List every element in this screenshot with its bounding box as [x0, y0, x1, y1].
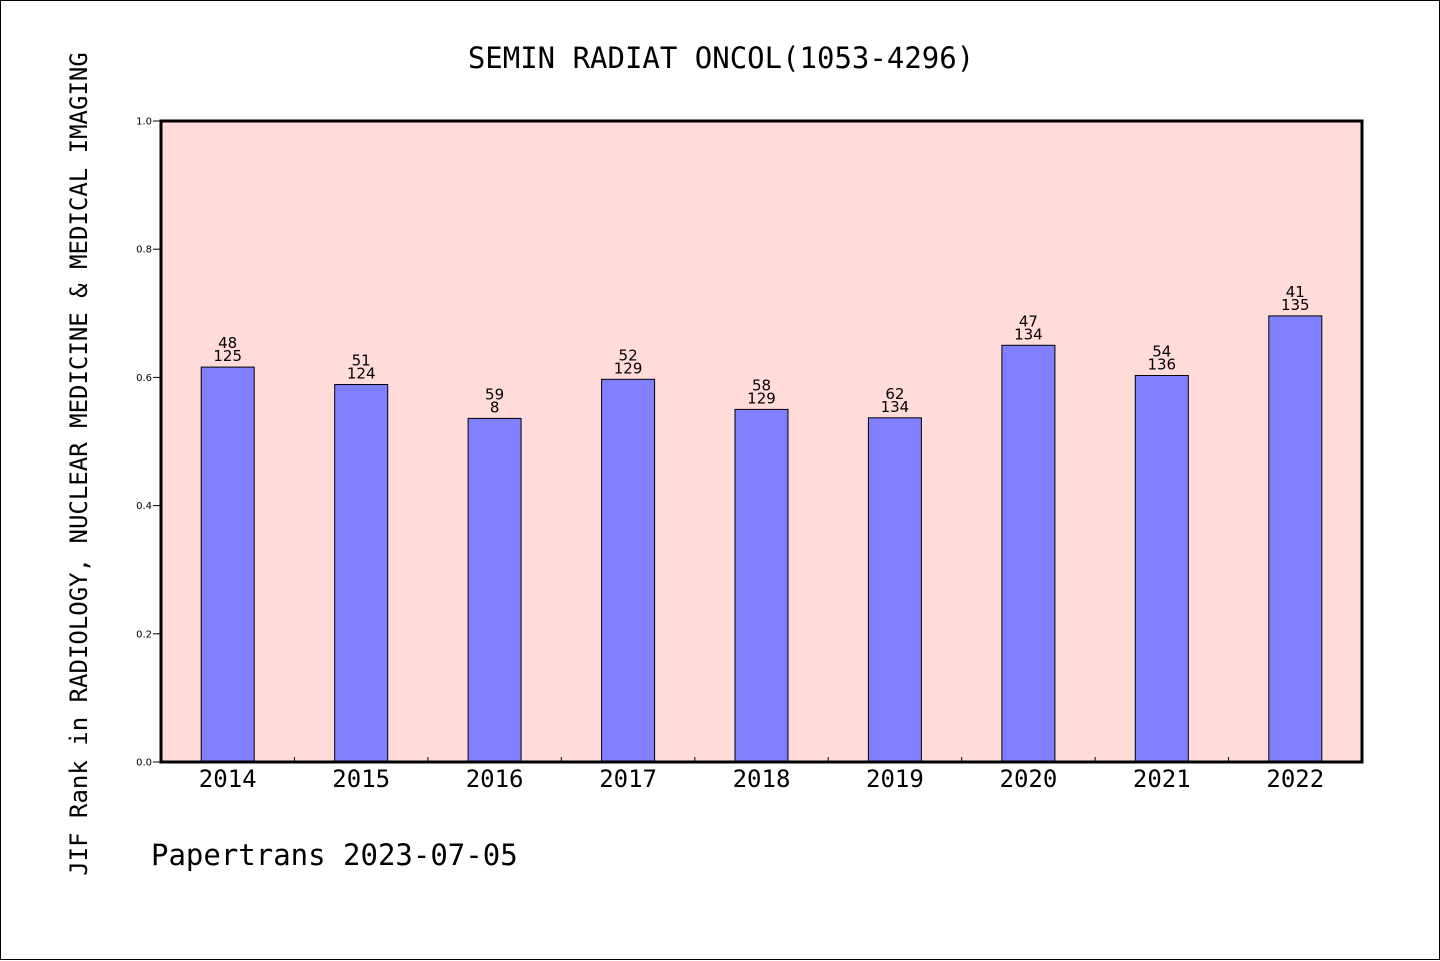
bar-2022 — [1268, 315, 1323, 763]
bar-rank-label: 51 — [352, 352, 371, 370]
bar-2015 — [334, 384, 389, 763]
x-tick-label: 2022 — [1266, 765, 1324, 793]
x-tick-label: 2020 — [1000, 765, 1058, 793]
bar-total-label: 125 — [213, 347, 242, 365]
y-tick-label: 0.2 — [136, 629, 152, 640]
footer-watermark: Papertrans 2023-07-05 — [151, 838, 518, 872]
bar-rank-label: 52 — [619, 346, 638, 364]
bar-2014 — [200, 366, 255, 763]
bar-2019 — [867, 417, 922, 763]
chart-title: SEMIN RADIAT ONCOL(1053-4296) — [468, 41, 974, 75]
bar-2018 — [734, 408, 789, 763]
bar-rank-label: 58 — [752, 376, 771, 394]
bar-rank-label: 47 — [1019, 312, 1038, 330]
bar-total-label: 8 — [490, 398, 500, 416]
x-tick-label: 2021 — [1133, 765, 1191, 793]
y-tick-label: 0.6 — [136, 373, 152, 384]
bar-rank-label: 62 — [885, 385, 904, 403]
y-tick-label: 0.0 — [136, 758, 152, 769]
bar-rank-label: 54 — [1152, 343, 1171, 361]
bar-2021 — [1134, 375, 1189, 763]
bar-total-label: 135 — [1281, 296, 1310, 314]
bar-total-label: 136 — [1147, 356, 1176, 374]
x-tick-label: 2016 — [466, 765, 524, 793]
y-tick-label: 0.4 — [136, 501, 152, 512]
x-tick-label: 2015 — [332, 765, 390, 793]
bar-total-label: 124 — [347, 365, 376, 383]
y-tick-label: 0.8 — [136, 245, 152, 256]
bar-rank-label: 48 — [218, 334, 237, 352]
bar-total-label: 134 — [1014, 325, 1043, 343]
x-tick-label: 2014 — [199, 765, 257, 793]
bar-rank-label: 59 — [485, 385, 504, 403]
x-tick-label: 2018 — [733, 765, 791, 793]
y-tick-label: 1.0 — [136, 117, 152, 128]
x-tick-label: 2017 — [599, 765, 657, 793]
x-tick-label: 2019 — [866, 765, 924, 793]
y-axis-label: JIF Rank in RADIOLOGY, NUCLEAR MEDICINE … — [65, 52, 93, 876]
bar-total-label: 129 — [747, 389, 776, 407]
ticks-layer: 2014 2015 2016 2017 2018 2019 2020 2021 2022 0.0 0… — [136, 117, 1324, 794]
bar-total-label: 129 — [614, 359, 643, 377]
bar-rank-label: 41 — [1286, 283, 1305, 301]
bar-2016 — [467, 417, 522, 763]
bar-2017 — [601, 378, 656, 763]
bar-2020 — [1001, 344, 1056, 763]
bar-total-label: 134 — [881, 398, 910, 416]
plot-frame — [159, 119, 1364, 764]
